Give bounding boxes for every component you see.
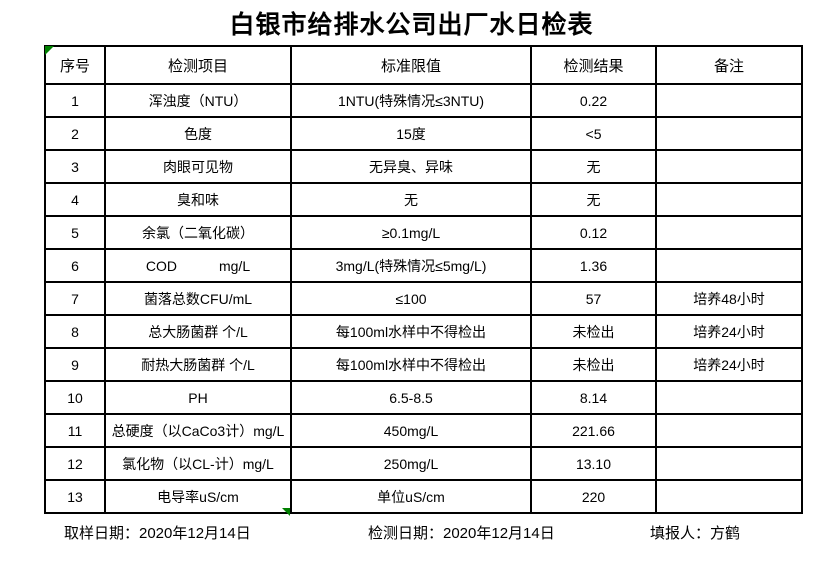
table-cell: ≤100 [290, 281, 532, 316]
table-row: 6 COD mg/L 3mg/L(特殊情况≤5mg/L) 1.36 [44, 248, 803, 283]
table-cell [655, 248, 803, 283]
table-cell: 9 [44, 347, 106, 382]
table-row: 1 浑浊度（NTU） 1NTU(特殊情况≤3NTU) 0.22 [44, 83, 803, 118]
green-cell-marker-icon [282, 508, 290, 516]
table-cell: 13.10 [530, 446, 657, 481]
table-cell: 13 [44, 479, 106, 514]
table-cell: 2 [44, 116, 106, 151]
table-row: 9 耐热大肠菌群 个/L 每100ml水样中不得检出 未检出 培养24小时 [44, 347, 803, 382]
table-cell: 7 [44, 281, 106, 316]
table-cell: 4 [44, 182, 106, 217]
table-cell: 氯化物（以CL-计）mg/L [104, 446, 292, 481]
table-row: 12 氯化物（以CL-计）mg/L 250mg/L 13.10 [44, 446, 803, 481]
table-cell [655, 116, 803, 151]
table-cell [655, 479, 803, 514]
table-cell: 肉眼可见物 [104, 149, 292, 184]
table-row: 5 余氯（二氧化碳） ≥0.1mg/L 0.12 [44, 215, 803, 250]
table-cell [655, 149, 803, 184]
table-header-row: 序号 检测项目 标准限值 检测结果 备注 [44, 45, 803, 85]
table-row: 4 臭和味无无 [44, 182, 803, 217]
table-cell: 12 [44, 446, 106, 481]
reporter-label: 填报人：方鹤 [650, 525, 741, 542]
table-cell: 0.12 [530, 215, 657, 250]
table-cell: 浑浊度（NTU） [104, 83, 292, 118]
page-title: 白银市给排水公司出厂水日检表 [229, 11, 594, 39]
table-cell: 未检出 [530, 314, 657, 349]
column-header-remarks: 备注 [655, 45, 803, 85]
table-cell: 11 [44, 413, 106, 448]
table-cell: <5 [530, 116, 657, 151]
table-row: 13 电导率uS/cm 单位uS/cm 220 [44, 479, 803, 514]
table-row: 10 PH 6.5-8.5 8.14 [44, 380, 803, 415]
table-cell: 0.22 [530, 83, 657, 118]
table-cell: 220 [530, 479, 657, 514]
table-cell: 1NTU(特殊情况≤3NTU) [290, 83, 532, 118]
table-cell [655, 182, 803, 217]
table-cell: 未检出 [530, 347, 657, 382]
table-cell: 450mg/L [290, 413, 532, 448]
table-cell: 电导率uS/cm [104, 479, 292, 514]
table-cell: 1 [44, 83, 106, 118]
table-cell: 耐热大肠菌群 个/L [104, 347, 292, 382]
inspection-table: 序号 检测项目 标准限值 检测结果 备注 1 浑浊度（NTU） 1NTU(特殊情况≤… [44, 45, 803, 514]
column-header-item: 检测项目 [104, 45, 292, 85]
table-cell: 单位uS/cm [290, 479, 532, 514]
table-cell [655, 446, 803, 481]
table-cell: 6 [44, 248, 106, 283]
table-cell: 8.14 [530, 380, 657, 415]
table-cell: 培养48小时 [655, 281, 803, 316]
table-cell: 3mg/L(特殊情况≤5mg/L) [290, 248, 532, 283]
table-cell [655, 83, 803, 118]
table-cell: 无 [530, 182, 657, 217]
table-cell: 221.66 [530, 413, 657, 448]
table-cell: 每100ml水样中不得检出 [290, 347, 532, 382]
table-cell: 无 [290, 182, 532, 217]
table-cell: 1.36 [530, 248, 657, 283]
table-cell: 臭和味 [104, 182, 292, 217]
table-body: 1 浑浊度（NTU） 1NTU(特殊情况≤3NTU) 0.22 2 色度 15度 <5 3 肉眼可… [44, 83, 803, 514]
table-cell: 培养24小时 [655, 314, 803, 349]
table-cell: 色度 [104, 116, 292, 151]
table-cell: 无异臭、异味 [290, 149, 532, 184]
table-cell: 10 [44, 380, 106, 415]
table-cell: 培养24小时 [655, 347, 803, 382]
table-row: 3 肉眼可见物 无异臭、异味无 [44, 149, 803, 184]
table-cell: 15度 [290, 116, 532, 151]
column-header-limit: 标准限值 [290, 45, 532, 85]
sampling-date-label: 取样日期：2020年12月14日 [64, 525, 251, 542]
table-cell: 57 [530, 281, 657, 316]
table-cell [655, 215, 803, 250]
table-cell: 8 [44, 314, 106, 349]
table-cell [655, 380, 803, 415]
table-row: 2 色度 15度 <5 [44, 116, 803, 151]
column-header-result: 检测结果 [530, 45, 657, 85]
table-row: 8 总大肠菌群 个/L 每100ml水样中不得检出 未检出 培养24小时 [44, 314, 803, 349]
testing-date-label: 检测日期：2020年12月14日 [368, 525, 555, 542]
table-row: 7 菌落总数CFU/mL ≤100 57 培养48小时 [44, 281, 803, 316]
table-cell: 3 [44, 149, 106, 184]
table-cell: 5 [44, 215, 106, 250]
table-cell: 无 [530, 149, 657, 184]
column-header-index: 序号 [44, 45, 106, 85]
table-cell: 每100ml水样中不得检出 [290, 314, 532, 349]
table-cell: 250mg/L [290, 446, 532, 481]
table-cell: 总大肠菌群 个/L [104, 314, 292, 349]
table-cell: 总硬度（以CaCo3计）mg/L [104, 413, 292, 448]
table-cell: 余氯（二氧化碳） [104, 215, 292, 250]
table-cell [655, 413, 803, 448]
table-cell: 菌落总数CFU/mL [104, 281, 292, 316]
table-cell: 6.5-8.5 [290, 380, 532, 415]
table-cell: COD mg/L [104, 248, 292, 283]
table-cell: ≥0.1mg/L [290, 215, 532, 250]
table-row: 11 总硬度（以CaCo3计）mg/L 450mg/L 221.66 [44, 413, 803, 448]
table-cell: PH [104, 380, 292, 415]
green-corner-marker-icon [45, 46, 54, 55]
